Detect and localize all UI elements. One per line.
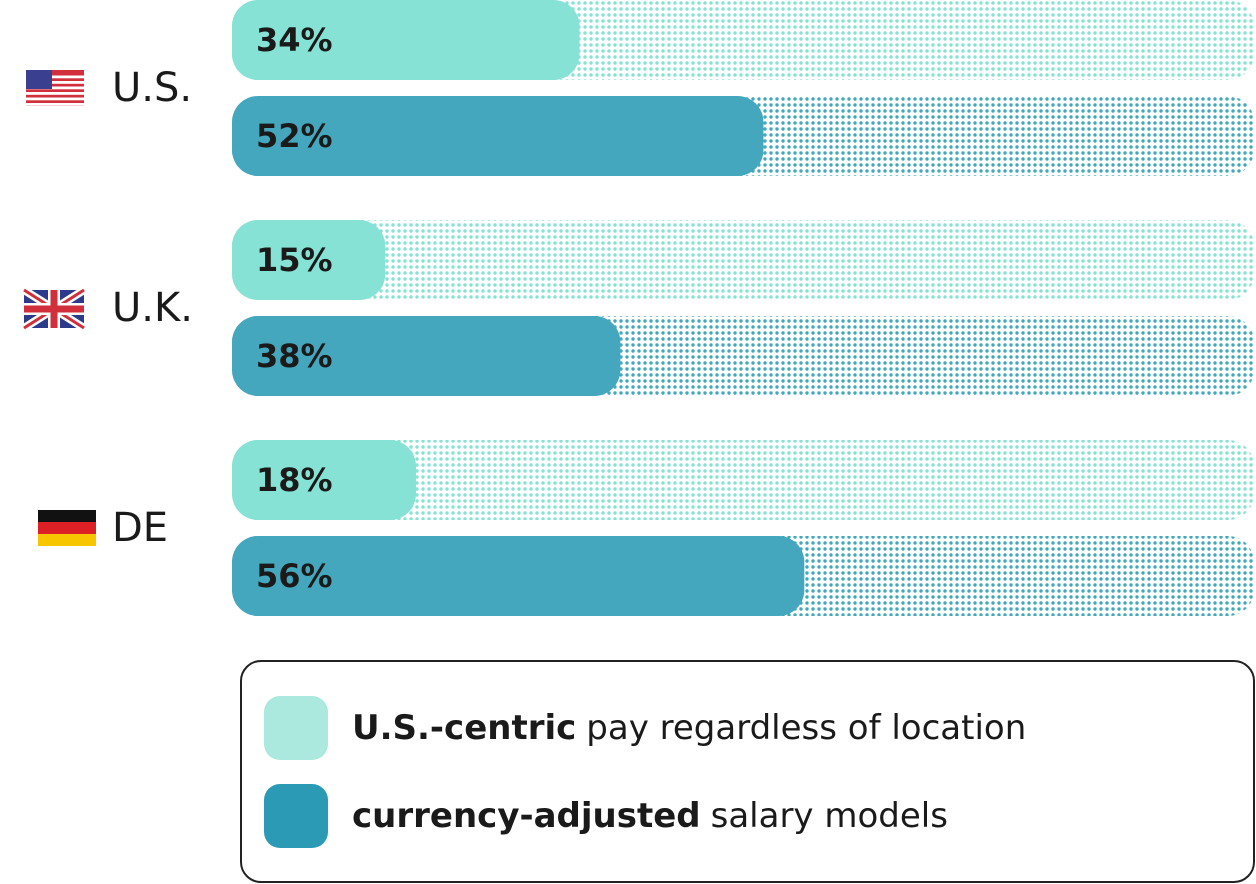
legend-swatch (264, 696, 328, 760)
bar (232, 0, 580, 80)
value-label: 56% (256, 557, 333, 595)
legend-text: salary models (711, 796, 948, 836)
bar (232, 220, 386, 300)
legend-box (240, 660, 1255, 883)
legend-swatch (264, 784, 328, 848)
bar (232, 96, 764, 176)
legend-entry: U.S.-centric pay regardless of location (352, 708, 1026, 748)
legend-bold: currency-adjusted (352, 796, 701, 836)
flag-de (38, 510, 96, 546)
value-label: 15% (256, 241, 333, 279)
flag-us (26, 70, 84, 106)
category-label: U.K. (112, 285, 193, 331)
legend-bold: U.S.-centric (352, 708, 576, 748)
value-label: 38% (256, 337, 333, 375)
bar (232, 316, 621, 396)
value-label: 52% (256, 117, 333, 155)
bar (232, 536, 805, 616)
bar (232, 440, 416, 520)
bar-track (232, 220, 1254, 300)
value-label: 18% (256, 461, 333, 499)
category-label: U.S. (112, 65, 192, 111)
bar-track (232, 440, 1254, 520)
flag-uk (21, 286, 87, 332)
legend-entry: currency-adjusted salary models (352, 796, 948, 836)
category-label: DE (112, 505, 168, 551)
legend-text: pay regardless of location (586, 708, 1026, 748)
value-label: 34% (256, 21, 333, 59)
